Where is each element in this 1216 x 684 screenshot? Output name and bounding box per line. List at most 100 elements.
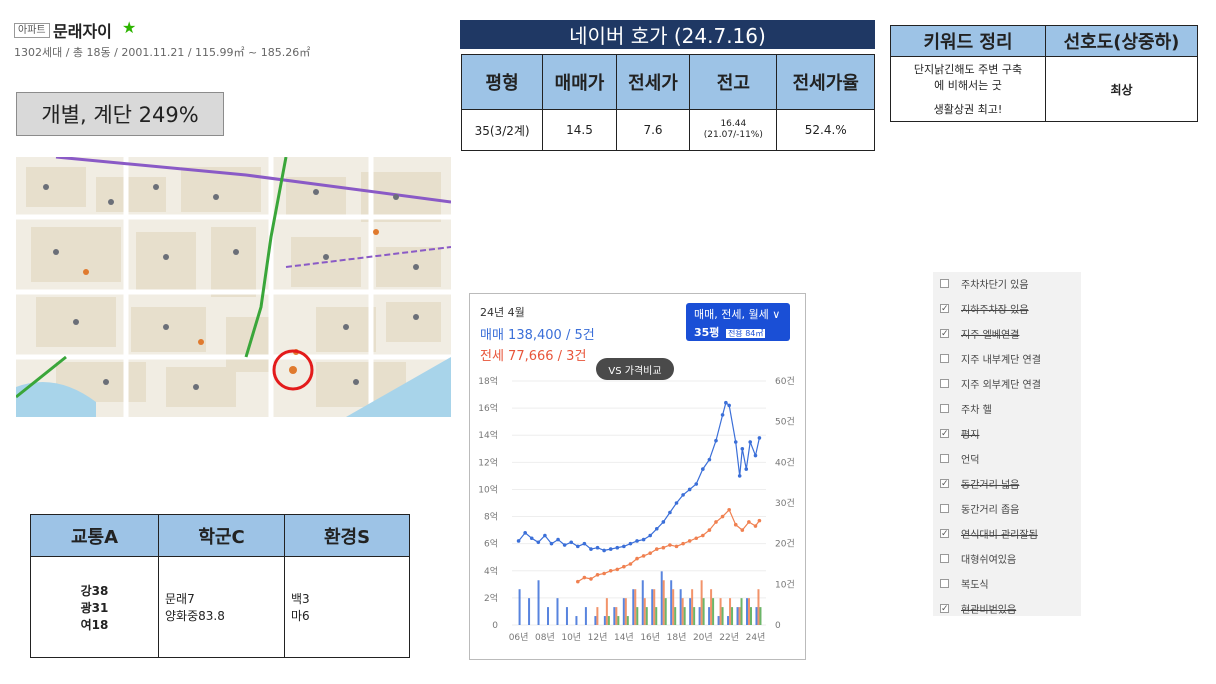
checklist-item[interactable]: ✓ 연식대비 관리잘됨 bbox=[940, 526, 1038, 541]
x-tick-label: 24년 bbox=[746, 632, 766, 643]
favorite-star-icon[interactable]: ★ bbox=[122, 18, 137, 37]
series-point bbox=[661, 545, 666, 550]
series-point bbox=[608, 568, 613, 573]
checkbox-icon[interactable] bbox=[940, 403, 949, 413]
y-left-tick-label: 2억 bbox=[484, 592, 498, 604]
series-point bbox=[707, 528, 712, 532]
volume-bar bbox=[693, 607, 696, 625]
checklist-item-label: 언덕 bbox=[961, 454, 980, 466]
volume-bar bbox=[729, 598, 732, 625]
price-chart-panel: 24년 4월 매매 138,400 / 5건 전세 77,666 / 3건 매매… bbox=[469, 293, 806, 660]
checklist-item[interactable]: ✓ 지주 엘베연결 bbox=[940, 326, 1019, 341]
naver-price-table: 평형 매매가 전세가 전고 전세가율 35(3/2계) 14.5 7.6 16.… bbox=[460, 54, 875, 151]
checklist-item[interactable]: ✓ 지하주차장 있음 bbox=[940, 301, 1029, 316]
series-point bbox=[576, 579, 580, 584]
checklist-item[interactable]: ✓ 평지 bbox=[940, 426, 979, 441]
checkbox-icon[interactable] bbox=[940, 453, 949, 463]
checkbox-icon[interactable] bbox=[940, 278, 949, 288]
volume-bar bbox=[617, 616, 620, 625]
checklist-item-label: 대형쉬여있음 bbox=[961, 554, 1017, 566]
volume-bar bbox=[745, 598, 748, 625]
environment-line: 마6 bbox=[291, 609, 310, 623]
volume-bar bbox=[662, 580, 665, 625]
header-preference: 선호도(상중하) bbox=[1045, 25, 1198, 57]
series-point bbox=[757, 436, 762, 440]
volume-bar bbox=[613, 607, 616, 625]
checklist-item[interactable]: 동간거리 좁음 bbox=[940, 501, 1019, 516]
checklist-item[interactable]: ✓ 현관비번있음 bbox=[940, 601, 1016, 616]
series-point bbox=[654, 526, 659, 531]
checklist-item[interactable]: 복도식 bbox=[940, 576, 989, 591]
y-left-tick-label: 16억 bbox=[478, 402, 498, 414]
checklist-item-label: 복도식 bbox=[961, 579, 989, 591]
volume-bar bbox=[747, 598, 750, 625]
checklist-item-label: 연식대비 관리잘됨 bbox=[961, 529, 1038, 541]
map-poi-dots bbox=[43, 184, 419, 390]
subway-line-purple bbox=[55, 157, 451, 204]
series-point bbox=[681, 493, 685, 497]
map-canvas bbox=[16, 157, 451, 417]
series-point bbox=[589, 547, 593, 551]
header-sale-price: 매매가 bbox=[542, 54, 617, 110]
checkbox-icon[interactable] bbox=[940, 553, 949, 563]
series-point bbox=[733, 440, 738, 444]
location-map[interactable] bbox=[16, 157, 451, 417]
series-point bbox=[668, 543, 672, 547]
series-point bbox=[628, 541, 633, 546]
checklist-item[interactable]: 주차 헬 bbox=[940, 401, 992, 416]
compare-price-button[interactable]: VS 가격비교 bbox=[596, 358, 674, 380]
score-table: 교통A 학군C 환경S 강38 광31 여18 문래7 양화중83.8 백3 마… bbox=[30, 514, 410, 658]
checkbox-icon[interactable] bbox=[940, 503, 949, 513]
series-point bbox=[635, 539, 639, 543]
transport-line: 강38 bbox=[80, 583, 109, 598]
series-point bbox=[641, 537, 646, 542]
y-left-tick-label: 6억 bbox=[484, 538, 498, 550]
volume-bar bbox=[624, 598, 627, 625]
checklist-item[interactable]: 지주 외부계단 연결 bbox=[940, 376, 1041, 391]
subway-line-green bbox=[244, 157, 288, 358]
volume-bar bbox=[603, 616, 606, 625]
checklist-item[interactable]: 주차차단기 있음 bbox=[940, 276, 1029, 291]
series-point bbox=[648, 551, 652, 555]
trade-type-filter[interactable]: 매매, 전세, 월세 ∨ 35평 전용 84㎡ bbox=[686, 303, 790, 341]
checklist-item[interactable]: 언덕 bbox=[940, 451, 980, 466]
cell-school: 문래7 양화중83.8 bbox=[158, 556, 285, 658]
previous-high-detail: (21.07/-11%) bbox=[703, 130, 763, 140]
volume-bar bbox=[645, 607, 648, 625]
series-point bbox=[747, 520, 751, 524]
volume-bar bbox=[683, 607, 686, 625]
volume-bar bbox=[712, 598, 715, 625]
series-point bbox=[707, 457, 712, 462]
cell-previous-high: 16.44 (21.07/-11%) bbox=[689, 109, 778, 151]
checklist-item-label: 주차차단기 있음 bbox=[961, 279, 1029, 291]
volume-bar bbox=[615, 607, 618, 625]
header-transport: 교통A bbox=[30, 514, 159, 557]
y-right-tick-label: 10건 bbox=[775, 579, 795, 590]
volume-bar bbox=[556, 598, 559, 625]
checkbox-checked-icon[interactable]: ✓ bbox=[940, 328, 949, 339]
checkbox-checked-icon[interactable]: ✓ bbox=[940, 478, 949, 489]
checkbox-checked-icon[interactable]: ✓ bbox=[940, 428, 949, 439]
checklist-item[interactable]: 대형쉬여있음 bbox=[940, 551, 1017, 566]
checkbox-checked-icon[interactable]: ✓ bbox=[940, 303, 949, 314]
keyword-line-1: 단지낡긴해도 주변 구축 bbox=[913, 63, 1023, 76]
checklist-item[interactable]: ✓ 동간거리 넓음 bbox=[940, 476, 1019, 491]
series-point bbox=[595, 545, 600, 550]
checkbox-checked-icon[interactable]: ✓ bbox=[940, 603, 949, 614]
checklist-item[interactable]: 지주 내부계단 연결 bbox=[940, 351, 1041, 366]
cell-preference: 최상 bbox=[1045, 56, 1198, 122]
volume-bar bbox=[575, 616, 578, 625]
volume-bar bbox=[719, 598, 722, 625]
series-point bbox=[740, 446, 745, 451]
header-size: 평형 bbox=[460, 54, 544, 110]
checkbox-icon[interactable] bbox=[940, 578, 949, 588]
checkbox-icon[interactable] bbox=[940, 353, 949, 363]
checkbox-checked-icon[interactable]: ✓ bbox=[940, 528, 949, 539]
series-point bbox=[595, 573, 600, 577]
series-point bbox=[701, 533, 705, 538]
cell-transport: 강38 광31 여18 bbox=[30, 556, 159, 658]
series-point bbox=[562, 543, 567, 547]
volume-bar bbox=[634, 589, 637, 625]
checkbox-icon[interactable] bbox=[940, 378, 949, 388]
volume-bar bbox=[681, 598, 684, 625]
